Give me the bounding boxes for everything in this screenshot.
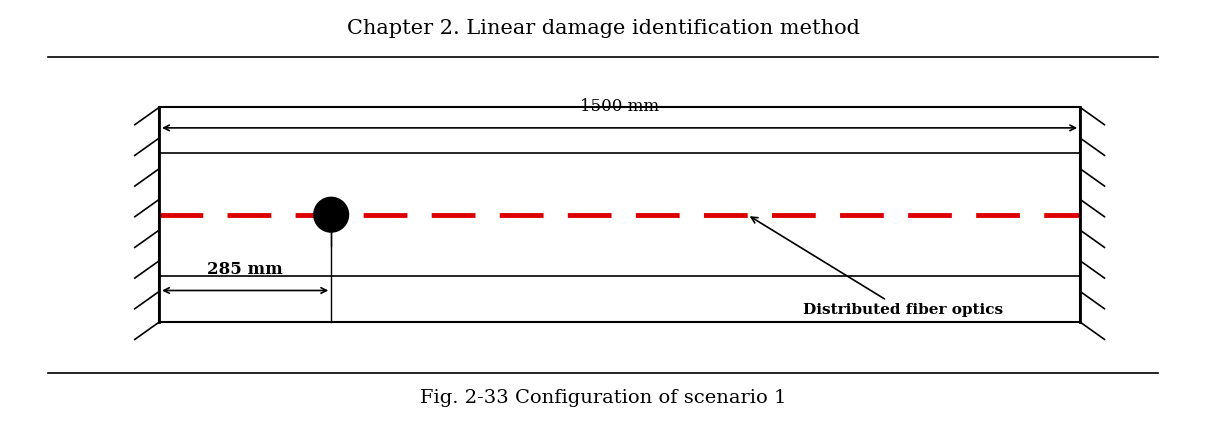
- Text: Distributed fiber optics: Distributed fiber optics: [751, 217, 1003, 317]
- Ellipse shape: [314, 197, 349, 232]
- Text: 285 mm: 285 mm: [207, 261, 283, 278]
- Text: Fig. 2-33 Configuration of scenario 1: Fig. 2-33 Configuration of scenario 1: [420, 389, 786, 407]
- Text: Chapter 2. Linear damage identification method: Chapter 2. Linear damage identification …: [346, 19, 860, 38]
- Bar: [159, 107, 1081, 322]
- Text: 1500 mm: 1500 mm: [580, 98, 660, 115]
